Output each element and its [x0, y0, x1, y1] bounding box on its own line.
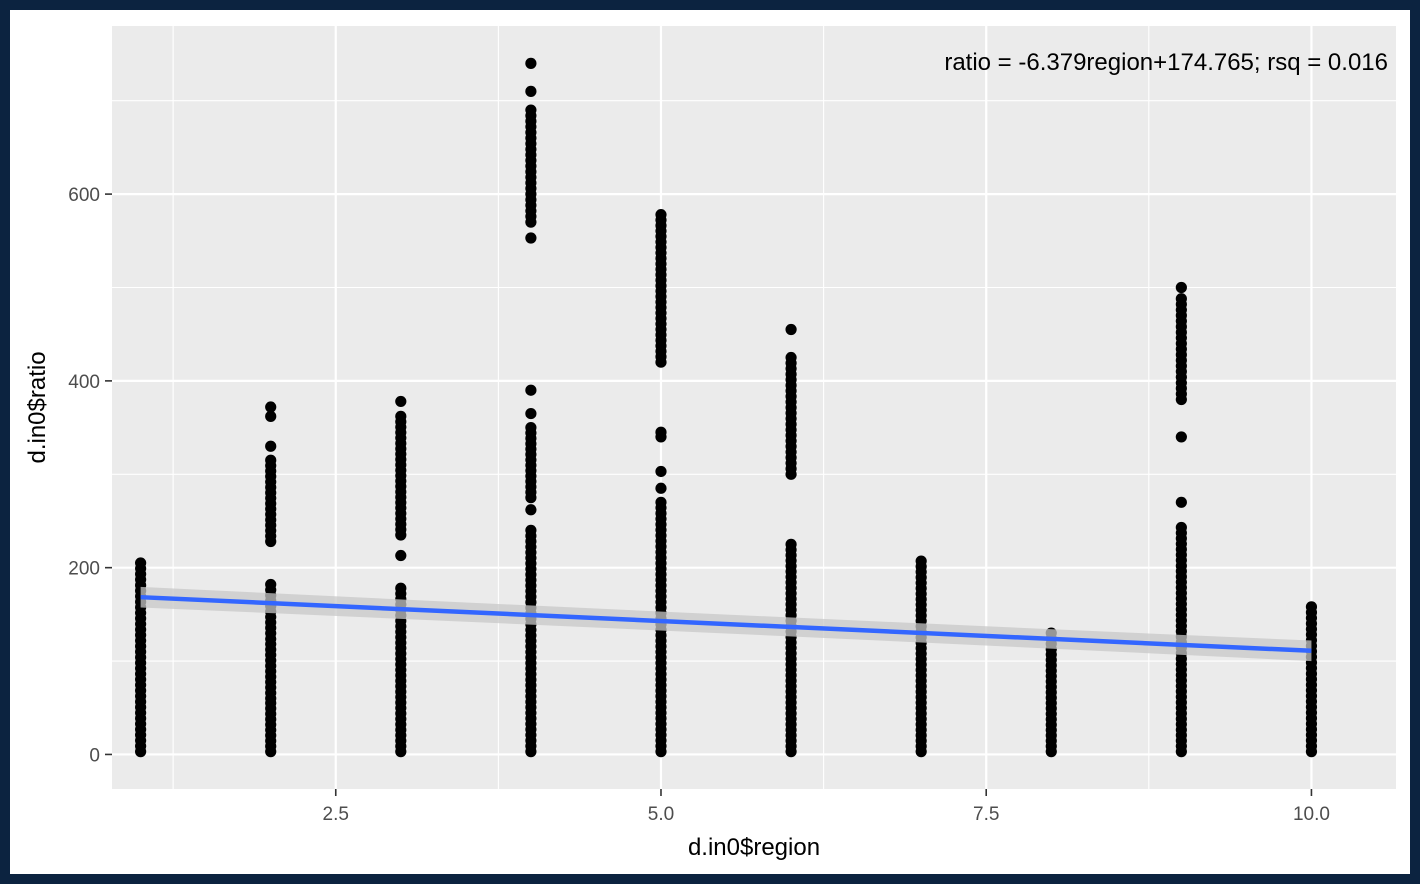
data-point — [655, 465, 667, 478]
data-point — [525, 407, 537, 420]
regression-line — [140, 594, 1312, 654]
data-point — [525, 421, 537, 434]
data-point — [1175, 521, 1187, 534]
regression-annotation: ratio = -6.379region+174.765; rsq = 0.01… — [944, 49, 1388, 76]
data-point — [395, 549, 407, 562]
data-point — [785, 538, 797, 550]
data-point — [265, 578, 277, 591]
y-axis-title: d.in0$ratio — [24, 351, 51, 463]
plot-panel — [112, 26, 1396, 789]
data-point — [265, 440, 277, 452]
y-tick-label: 0 — [89, 745, 100, 766]
data-point — [1175, 293, 1187, 305]
data-point — [525, 85, 537, 97]
x-tick-label: 5.0 — [648, 804, 674, 825]
data-point — [525, 384, 537, 396]
data-point — [395, 410, 407, 422]
axis-ticks — [105, 193, 1313, 796]
y-tick-label: 200 — [68, 559, 100, 580]
data-point — [525, 504, 537, 516]
data-point — [395, 395, 407, 408]
data-point — [785, 323, 797, 336]
data-point — [785, 351, 797, 364]
y-tick-label: 600 — [68, 185, 100, 206]
data-point — [655, 209, 667, 221]
data-point — [525, 104, 537, 116]
x-tick-label: 2.5 — [323, 804, 349, 825]
data-point — [395, 582, 407, 594]
data-point — [265, 454, 277, 466]
data-point — [265, 410, 277, 422]
data-point — [655, 496, 667, 508]
axis-tick-labels: 2.5 5.0 7.5 10.0 0 200 400 600 — [68, 185, 1330, 825]
data-point — [1175, 496, 1187, 508]
data-point — [525, 232, 537, 244]
data-point — [135, 557, 147, 569]
data-point — [525, 524, 537, 536]
x-tick-label: 7.5 — [973, 804, 999, 825]
data-point — [1175, 431, 1187, 443]
y-tick-label: 400 — [68, 372, 100, 393]
data-points — [135, 57, 1318, 758]
x-tick-label: 10.0 — [1293, 804, 1330, 825]
data-point — [655, 426, 667, 438]
x-axis-title: d.in0$region — [688, 834, 820, 861]
data-point — [525, 57, 537, 69]
data-point — [655, 482, 667, 494]
data-point — [265, 401, 277, 413]
data-point — [1175, 281, 1187, 294]
data-point — [915, 555, 927, 567]
data-point — [1305, 601, 1318, 613]
